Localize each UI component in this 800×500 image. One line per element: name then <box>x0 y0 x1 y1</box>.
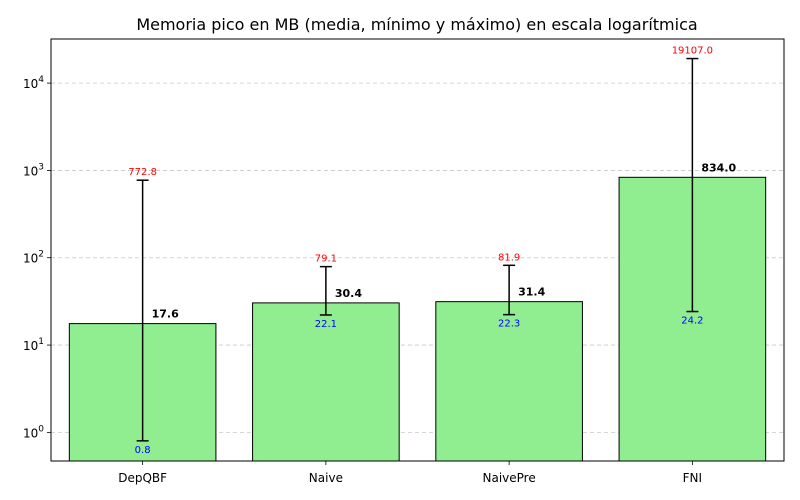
min-label: 0.8 <box>135 445 151 456</box>
y-tick-label: 104 <box>23 75 44 91</box>
max-label: 81.9 <box>498 252 520 263</box>
x-tick-label: FNI <box>683 471 702 485</box>
chart-title: Memoria pico en MB (media, mínimo y máxi… <box>136 15 697 34</box>
y-tick-label: 103 <box>23 162 44 178</box>
y-tick-label: 101 <box>23 337 44 353</box>
mean-label: 31.4 <box>518 286 545 299</box>
max-label: 19107.0 <box>672 46 713 57</box>
max-label: 772.8 <box>128 167 157 178</box>
max-label: 79.1 <box>315 254 337 265</box>
x-tick-label: DepQBF <box>118 471 167 485</box>
min-label: 22.1 <box>315 319 337 330</box>
y-tick-label: 100 <box>23 424 44 440</box>
mean-label: 30.4 <box>335 287 362 300</box>
min-label: 24.2 <box>681 316 703 327</box>
bar-layer <box>68 176 767 462</box>
bar <box>252 302 400 462</box>
plot-frame <box>50 38 785 462</box>
axis-layer: 100 101 102 103 104 DepQBF Naive NaivePre FNI <box>23 38 785 485</box>
mean-label: 834.0 <box>701 161 736 174</box>
y-tick-label: 102 <box>23 250 44 266</box>
x-tick-label: NaivePre <box>483 471 536 485</box>
min-label: 22.3 <box>498 319 520 330</box>
x-tick-label: Naive <box>309 471 343 485</box>
label-layer: 17.6 772.8 0.8 30.4 79.1 22.1 31.4 81.9 22.3 834.… <box>128 46 736 456</box>
error-layer <box>136 57 699 442</box>
mean-label: 17.6 <box>152 308 179 321</box>
